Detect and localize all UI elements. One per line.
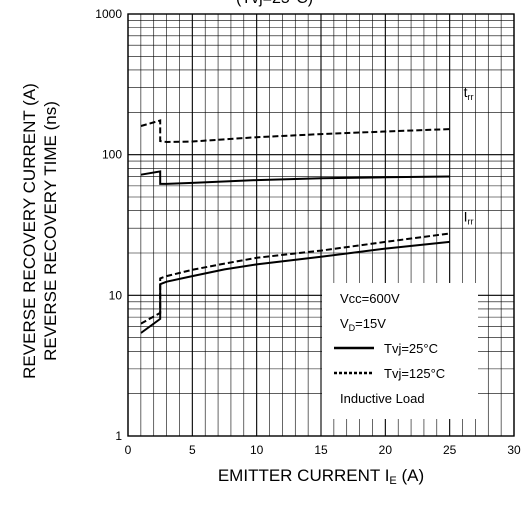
legend-entry: Tvj=25°C bbox=[384, 341, 438, 356]
x-axis-label-subscript: E bbox=[389, 475, 397, 487]
curve-label-irr: Irr bbox=[464, 209, 474, 227]
curve-label-trr: trr bbox=[464, 84, 474, 102]
x-tick-label: 25 bbox=[443, 443, 457, 457]
chart-title-fragment: (Tvj=25°C) bbox=[236, 0, 313, 8]
series-line-trr-dashed bbox=[140, 119, 450, 144]
legend-entry: Tvj=125°C bbox=[384, 366, 445, 381]
x-tick-label: 0 bbox=[125, 443, 132, 457]
x-tick-label: 10 bbox=[250, 443, 264, 457]
y-tick-label: 10 bbox=[109, 288, 123, 302]
x-tick-label: 15 bbox=[314, 443, 328, 457]
series-line-irr-dashed bbox=[140, 232, 450, 325]
x-axis-label-unit: (A) bbox=[396, 466, 425, 485]
curve-labels: trr Irr bbox=[464, 84, 474, 226]
x-axis-label-main: EMITTER CURRENT I bbox=[217, 466, 390, 485]
y-tick-label: 100 bbox=[102, 148, 122, 162]
legend-entry: Inductive Load bbox=[340, 391, 425, 406]
plot-frame bbox=[127, 13, 515, 437]
x-axis-label: EMITTER CURRENT IE (A) bbox=[128, 466, 514, 487]
tick-labels: 0 5 10 15 20 25 30 1 10 100 1000 bbox=[95, 7, 521, 457]
curve-label-subscript: rr bbox=[468, 92, 474, 102]
series-line-trr-solid bbox=[140, 170, 450, 185]
y-axis-label-line-2: REVERSE RECOVERY TIME (ns) bbox=[40, 101, 60, 361]
series-line-irr-solid bbox=[140, 240, 450, 334]
legend: Vcc=600V VD=15V Tvj=25°C Tvj=125°C Inductive… bbox=[322, 283, 478, 419]
legend-subscript: D bbox=[349, 323, 356, 333]
x-tick-label: 5 bbox=[189, 443, 196, 457]
x-tick-label: 20 bbox=[379, 443, 393, 457]
legend-box bbox=[322, 283, 478, 419]
curve-label-subscript: rr bbox=[468, 217, 474, 227]
legend-entry: VD=15V bbox=[340, 316, 386, 333]
legend-suffix: =15V bbox=[355, 316, 386, 331]
series-layer bbox=[140, 119, 450, 334]
y-axis-label-line-1: REVERSE RECOVERY CURRENT (A) bbox=[19, 83, 39, 379]
y-tick-label: 1000 bbox=[95, 7, 122, 21]
legend-entry: Vcc=600V bbox=[340, 291, 400, 306]
x-tick-label: 30 bbox=[507, 443, 521, 457]
y-tick-label: 1 bbox=[115, 429, 122, 443]
